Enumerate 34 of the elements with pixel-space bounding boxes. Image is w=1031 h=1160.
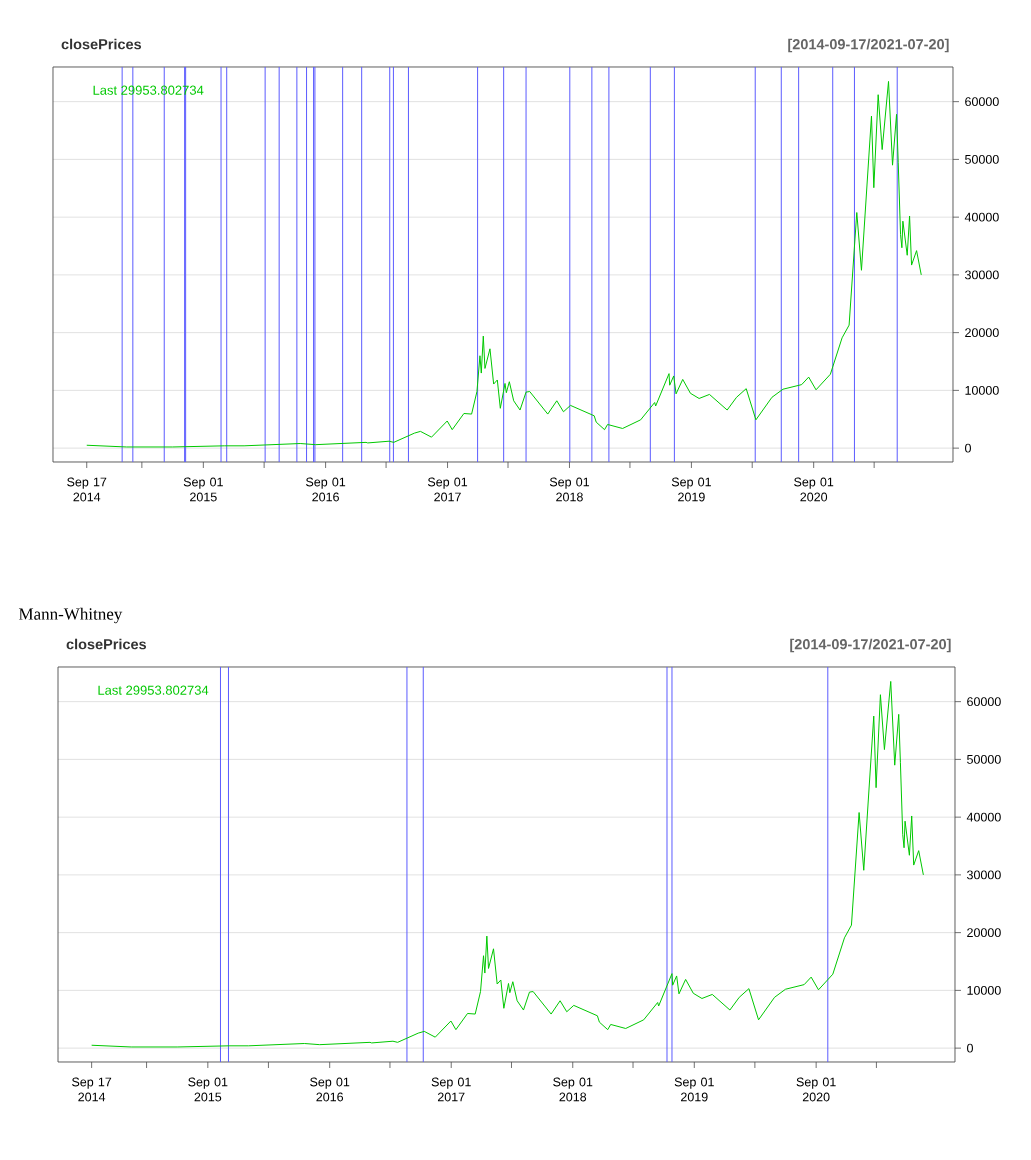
x-tick-label: Sep 01 2016 bbox=[306, 477, 346, 502]
chart-subtitle: [2014-09-17/2021-07-20] bbox=[788, 38, 949, 53]
y-tick-label: 30000 bbox=[967, 870, 1001, 880]
y-tick-label: 40000 bbox=[964, 212, 999, 222]
y-tick-label: 60000 bbox=[967, 697, 1001, 707]
chart-subtitle: [2014-09-17/2021-07-20] bbox=[790, 638, 951, 653]
x-tick-label: Sep 01 2019 bbox=[671, 477, 711, 502]
x-tick-label: Sep 01 2017 bbox=[427, 477, 468, 502]
y-tick-label: 50000 bbox=[967, 754, 1001, 764]
x-tick-label: Sep 01 2018 bbox=[549, 477, 590, 502]
x-tick-label: Sep 01 2015 bbox=[183, 477, 223, 502]
y-tick-label: 30000 bbox=[965, 270, 999, 280]
x-tick-label: Sep 17 2014 bbox=[67, 477, 107, 502]
x-tick-label: Sep 17 2014 bbox=[72, 1077, 112, 1102]
text: Mann-Whitney bbox=[18, 607, 123, 624]
chart-title: closePrices bbox=[61, 38, 142, 50]
y-tick-label: 0 bbox=[967, 1043, 973, 1053]
chart-title: closePrices bbox=[66, 638, 147, 650]
x-tick-label: Sep 01 2016 bbox=[310, 1077, 350, 1102]
y-tick-label: 60000 bbox=[965, 97, 999, 107]
y-tick-label: 20000 bbox=[967, 928, 1001, 938]
x-tick-label: Sep 01 2015 bbox=[188, 1077, 228, 1102]
x-tick-label: Sep 01 2017 bbox=[431, 1077, 471, 1102]
y-tick-label: 50000 bbox=[965, 154, 999, 164]
y-tick-label: 20000 bbox=[965, 328, 999, 338]
y-tick-label: 10000 bbox=[967, 985, 1001, 995]
annotation: Last 29953.802734 bbox=[98, 685, 209, 695]
x-tick-label: Sep 01 2018 bbox=[553, 1077, 593, 1102]
x-tick-label: Sep 01 2019 bbox=[674, 1077, 714, 1102]
x-tick-label: Sep 01 2020 bbox=[796, 1077, 836, 1102]
y-tick-label: 0 bbox=[965, 443, 971, 453]
x-tick-label: Sep 01 2020 bbox=[794, 477, 834, 502]
y-tick-label: 10000 bbox=[965, 385, 999, 395]
y-tick-label: 40000 bbox=[966, 812, 1001, 822]
